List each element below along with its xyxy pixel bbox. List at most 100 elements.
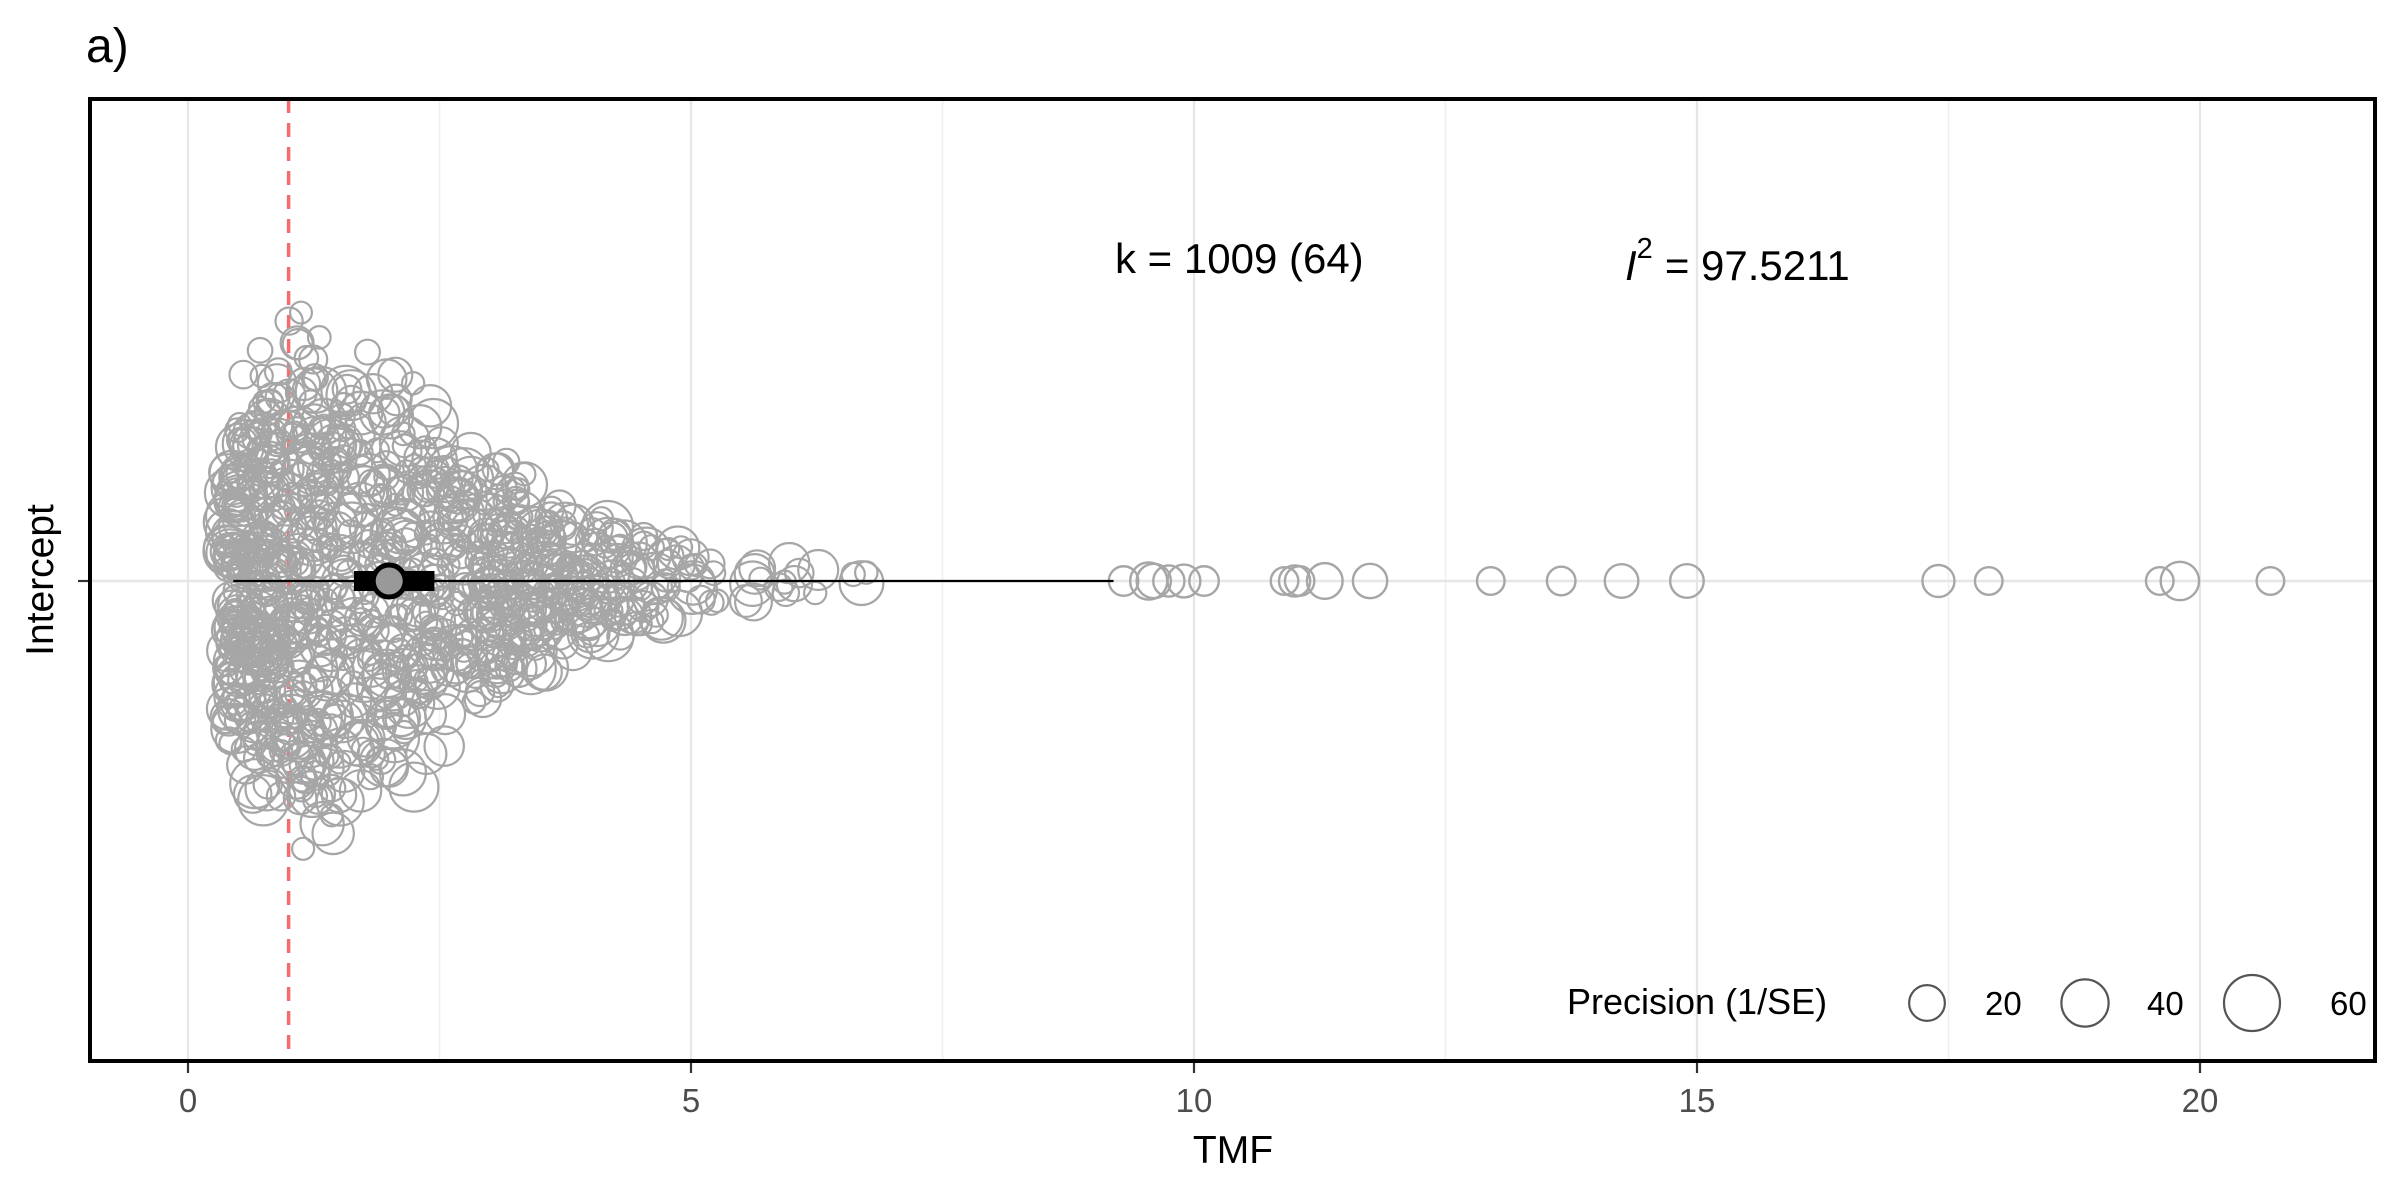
data-point xyxy=(363,617,390,645)
data-point xyxy=(289,300,314,325)
data-point xyxy=(305,576,331,602)
data-point xyxy=(704,588,730,614)
data-point xyxy=(371,483,397,509)
data-point xyxy=(328,414,357,443)
data-point xyxy=(258,527,289,558)
data-point xyxy=(301,783,334,815)
data-point xyxy=(670,560,717,606)
data-point xyxy=(479,572,519,612)
data-point xyxy=(224,417,251,444)
data-point xyxy=(600,519,648,568)
data-point xyxy=(561,587,614,640)
data-point xyxy=(299,801,345,847)
x-tick-label: 0 xyxy=(179,1082,197,1119)
data-point xyxy=(517,567,551,601)
data-point xyxy=(783,557,815,589)
data-point xyxy=(279,325,315,361)
x-axis: 0 5 10 15 20 xyxy=(179,1063,2219,1119)
data-point xyxy=(579,511,614,546)
data-point xyxy=(432,492,481,542)
data-point xyxy=(327,750,352,775)
data-point xyxy=(210,702,262,755)
data-point xyxy=(321,692,369,740)
data-point xyxy=(320,776,358,814)
i2-annotation: I2 = 97.5211 xyxy=(1625,233,1850,289)
data-point xyxy=(486,530,533,577)
panel-border xyxy=(88,97,2377,1063)
data-point-outlier xyxy=(1152,564,1186,598)
data-point xyxy=(333,492,369,528)
data-point xyxy=(272,705,304,736)
data-point xyxy=(401,468,456,523)
legend-key-circle xyxy=(2060,978,2110,1028)
data-point xyxy=(775,564,814,603)
data-point xyxy=(405,648,449,692)
data-point xyxy=(671,538,710,577)
i2-value: = 97.5211 xyxy=(1665,242,1850,289)
data-point-outlier xyxy=(1135,562,1173,600)
data-point xyxy=(314,743,340,769)
data-point xyxy=(419,617,464,662)
data-point xyxy=(298,344,329,375)
legend-key-circle xyxy=(2222,973,2282,1033)
data-point xyxy=(797,548,840,592)
data-point xyxy=(552,516,578,541)
data-point xyxy=(629,521,659,552)
data-point-outlier xyxy=(2144,565,2175,597)
data-point xyxy=(463,679,503,719)
data-point xyxy=(255,646,289,680)
i2-superscript: 2 xyxy=(1637,233,1653,265)
data-point xyxy=(484,519,531,566)
data-point xyxy=(277,606,307,636)
data-point xyxy=(429,645,472,688)
data-point xyxy=(235,630,262,657)
data-point-outlier xyxy=(1305,561,1344,601)
data-point xyxy=(656,536,681,562)
data-point xyxy=(380,497,427,544)
data-point xyxy=(407,397,460,450)
data-point xyxy=(388,761,440,813)
data-point xyxy=(511,461,537,487)
legend-keys: 20 40 60 xyxy=(1908,973,2367,1033)
data-point xyxy=(241,720,273,752)
x-tick-label: 10 xyxy=(1176,1082,1213,1119)
data-point xyxy=(220,662,256,698)
data-point xyxy=(407,455,439,487)
data-point-outlier xyxy=(1283,565,1316,597)
data-point xyxy=(291,836,316,861)
data-point xyxy=(338,634,363,660)
data-point xyxy=(424,445,479,499)
data-point xyxy=(313,637,349,673)
data-point xyxy=(472,565,507,600)
data-point xyxy=(322,446,350,474)
data-point xyxy=(266,492,318,544)
data-point xyxy=(288,770,337,819)
data-point xyxy=(244,766,290,812)
data-point xyxy=(448,545,474,570)
mean-estimate-point xyxy=(370,562,408,600)
x-tick-label: 20 xyxy=(2182,1082,2219,1119)
data-point xyxy=(220,603,271,654)
data-point-outlier xyxy=(1921,563,1956,599)
data-point xyxy=(397,404,443,450)
data-point xyxy=(355,662,405,711)
data-point xyxy=(256,363,298,404)
data-point xyxy=(293,596,324,627)
data-point xyxy=(728,583,763,618)
data-point xyxy=(446,499,471,524)
data-point xyxy=(261,563,289,591)
data-point xyxy=(417,637,451,672)
data-point xyxy=(519,540,572,593)
data-point xyxy=(261,549,302,590)
data-point xyxy=(293,344,320,371)
data-point xyxy=(447,497,500,550)
data-point xyxy=(311,811,356,856)
data-point xyxy=(378,415,431,468)
data-point xyxy=(364,709,397,743)
data-point xyxy=(318,533,361,576)
data-point xyxy=(246,336,274,364)
legend-key-label: 40 xyxy=(2147,985,2184,1022)
data-point xyxy=(268,738,294,764)
data-point xyxy=(254,432,299,476)
data-point xyxy=(232,774,273,814)
